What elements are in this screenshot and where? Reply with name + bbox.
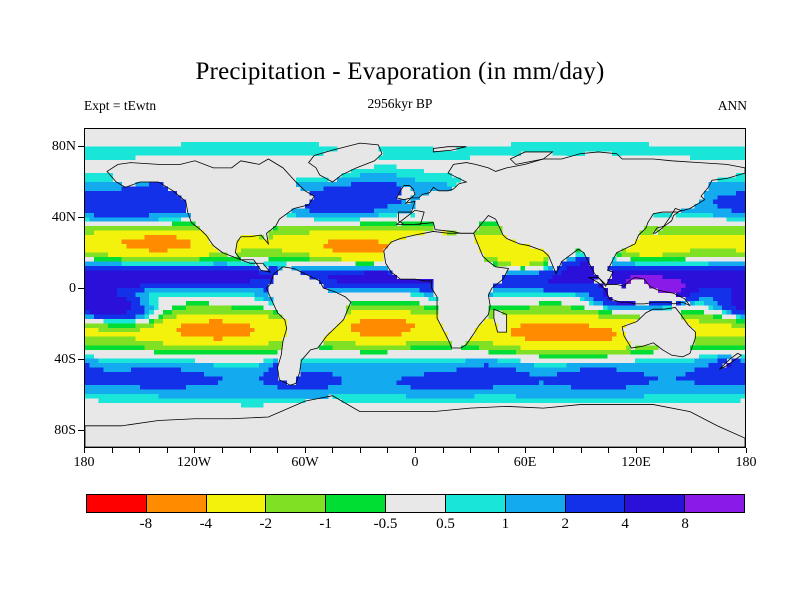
colorbar-cell: [265, 495, 326, 512]
x-tick: [580, 448, 582, 453]
x-tick: [552, 448, 554, 453]
x-tick: [387, 448, 389, 453]
x-tick: [635, 448, 637, 453]
y-tick: [78, 430, 84, 431]
x-tick: [746, 448, 747, 453]
page-title: Precipitation - Evaporation (in mm/day): [195, 58, 605, 85]
y-tick: [78, 217, 84, 218]
season-label: ANN: [717, 98, 747, 113]
x-tick: [470, 448, 472, 453]
colorbar-tick-label: 4: [621, 516, 629, 532]
x-tick: [166, 448, 168, 453]
x-tick: [608, 448, 610, 453]
colorbar-cell: [87, 495, 146, 512]
x-axis-label-120e: 120E: [621, 455, 651, 470]
x-tick: [139, 448, 141, 453]
y-axis-label-40s: 40S: [54, 352, 76, 367]
x-axis-label-60w: 60W: [291, 455, 319, 470]
y-tick: [78, 146, 84, 147]
x-axis-label-60e: 60E: [513, 455, 537, 470]
colorbar-cell: [205, 495, 266, 512]
colorbar-cell: [624, 495, 685, 512]
colorbar-cell: [385, 495, 445, 512]
x-tick: [194, 448, 196, 453]
y-axis-label-0: 0: [69, 281, 76, 296]
colorbar-tick-label: 1: [501, 516, 510, 532]
y-tick: [78, 288, 84, 289]
x-tick: [111, 448, 113, 453]
x-tick: [497, 448, 499, 453]
y-axis-label-80n: 80N: [51, 139, 76, 154]
x-tick: [249, 448, 251, 453]
colorbar-tick-label: -1: [319, 516, 332, 532]
colorbar-tick-label: -8: [139, 516, 153, 532]
x-tick: [84, 448, 85, 453]
x-tick: [442, 448, 444, 453]
colorbar-cell: [564, 495, 625, 512]
subtitle-row: Expt = tEwtn 2956kyr BP ANN: [0, 96, 800, 116]
colorbar-tick-label: -0.5: [373, 516, 398, 532]
x-tick: [525, 448, 527, 453]
x-axis-label-120w: 120W: [176, 455, 212, 470]
y-axis-label-80s: 80S: [54, 423, 76, 438]
colorbar-cell: [504, 495, 565, 512]
x-axis-label-180e: 180: [735, 455, 757, 470]
x-tick: [359, 448, 361, 453]
colorbar-cell: [145, 495, 206, 512]
colorbar-tick-label: 8: [681, 516, 689, 532]
colorbar-cell: [325, 495, 386, 512]
x-tick: [277, 448, 279, 453]
colorbar: [86, 494, 745, 513]
colorbar-tick-label: -4: [199, 516, 213, 532]
period-label: 2956kyr BP: [367, 96, 433, 111]
colorbar-tick-label: 2: [561, 516, 570, 532]
map-plot-area: [84, 128, 746, 448]
x-tick: [690, 448, 692, 453]
y-axis-label-40n: 40N: [51, 210, 76, 225]
x-tick: [663, 448, 665, 453]
x-axis-label-180w: 180: [73, 455, 95, 470]
x-axis-label-0: 0: [411, 455, 419, 470]
x-tick: [718, 448, 720, 453]
colorbar-cell: [444, 495, 505, 512]
x-tick: [304, 448, 306, 453]
experiment-label: Expt = tEwtn: [84, 98, 157, 113]
colorbar-cell: [684, 495, 744, 512]
colorbar-tick-label: 0.5: [436, 516, 455, 532]
x-tick: [332, 448, 334, 453]
y-tick: [78, 359, 84, 360]
x-tick: [415, 448, 416, 453]
colorbar-tick-label: -2: [259, 516, 272, 532]
x-tick: [221, 448, 223, 453]
